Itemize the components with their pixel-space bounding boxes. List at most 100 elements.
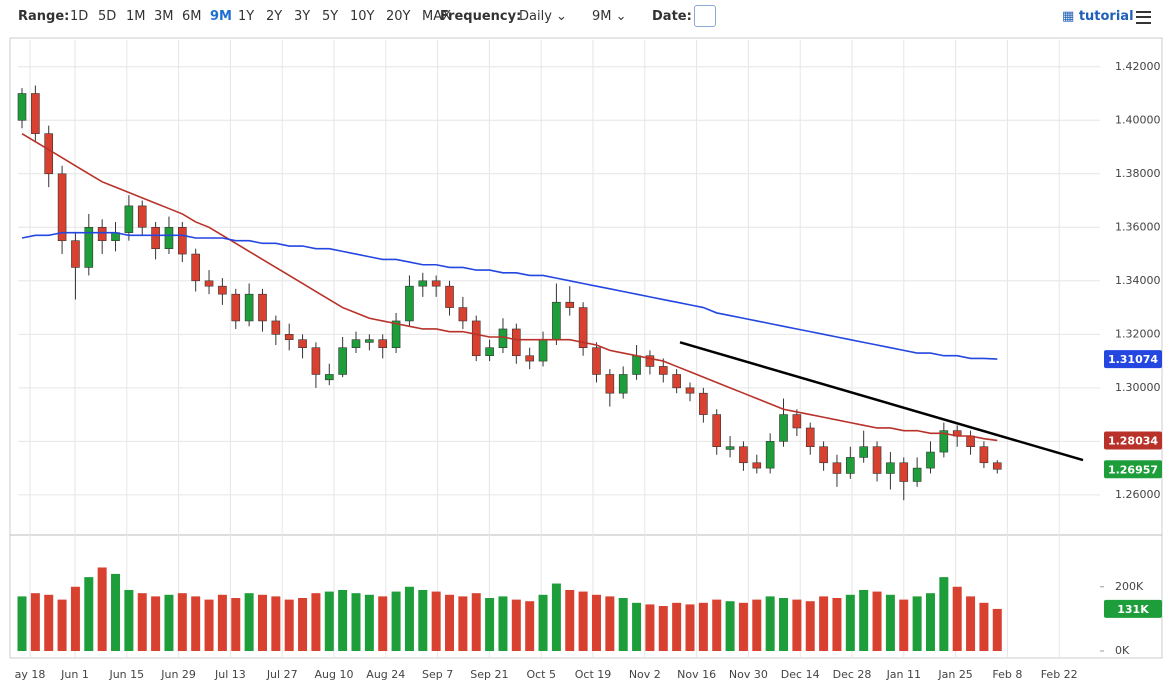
volume-bar (712, 599, 722, 651)
x-tick-label: Sep 7 (422, 668, 453, 681)
range-button[interactable]: 20Y (386, 9, 411, 24)
volume-bar (151, 596, 161, 651)
volume-bar (231, 598, 241, 651)
moving-average (21, 231, 998, 360)
range-button[interactable]: 5Y (322, 9, 339, 24)
volume-bar (899, 599, 909, 651)
y-tick-label: 1.34000 (1115, 274, 1161, 287)
y-tick-label: 1.40000 (1115, 113, 1161, 126)
trendline (679, 341, 1084, 462)
candle-body (431, 280, 441, 287)
x-tick-label: Aug 10 (315, 668, 354, 681)
value-tag (1104, 460, 1162, 479)
toolbar: Range: 1D 5D 1M 3M 6M 9M 1Y 2Y 3Y 5Y 10Y 20Y MAX Fre… (0, 0, 1163, 36)
volume-bar (97, 567, 107, 651)
candle-body (405, 285, 414, 322)
x-tick-label: Dec 14 (781, 668, 820, 681)
candle-body (632, 355, 641, 375)
candle-body (886, 462, 895, 474)
candle-body (939, 430, 949, 453)
candle-body (578, 307, 588, 349)
range-button[interactable]: 1M (126, 9, 146, 24)
menu-button[interactable] (1136, 11, 1151, 24)
volume-bar (458, 596, 468, 651)
candle-body (311, 347, 321, 375)
range-button[interactable]: 2Y (266, 9, 283, 24)
frequency-select[interactable]: Daily ⌄ (519, 9, 567, 24)
volume-bar (752, 599, 762, 651)
volume-bar (605, 596, 615, 651)
date-label: Date: (652, 9, 692, 24)
candle-body (191, 253, 200, 282)
candle-body (445, 285, 454, 308)
candle-body (739, 446, 748, 464)
y-tick-label: 1.38000 (1115, 167, 1161, 180)
range-button[interactable]: 10Y (350, 9, 375, 24)
volume-bar (725, 601, 735, 651)
range-button[interactable]: 1D (70, 9, 89, 24)
range-button[interactable]: 1Y (238, 9, 255, 24)
volume-bar (979, 602, 989, 651)
candle-body (859, 446, 868, 458)
candle-body (872, 446, 882, 474)
value-tag (1104, 431, 1162, 450)
candle-body (752, 462, 762, 469)
y-tick-label: 1.30000 (1115, 381, 1161, 394)
candle-body (218, 285, 227, 295)
candle-body (324, 374, 334, 381)
volume-bar (779, 598, 789, 651)
range-button[interactable]: 3M (154, 9, 174, 24)
volume-bar (351, 593, 361, 651)
volume-bar (525, 601, 535, 651)
candle-body (44, 133, 54, 175)
volume-bar (378, 596, 388, 651)
candle-body (204, 280, 214, 287)
volume-bar (445, 594, 455, 651)
x-tick-label: ay 18 (15, 668, 46, 681)
candle-body (84, 226, 94, 268)
candle-body (271, 320, 281, 335)
volume-bar (431, 591, 441, 651)
range-button[interactable]: MAX (422, 9, 452, 24)
x-tick-label: Nov 16 (677, 668, 716, 681)
y-tick-label: 1.32000 (1115, 327, 1161, 340)
volume-bar (30, 593, 40, 651)
range-button[interactable]: 3Y (294, 9, 311, 24)
candle-body (899, 462, 909, 482)
volume-bar (551, 583, 561, 651)
calendar-button[interactable] (694, 5, 716, 27)
candle-body (258, 293, 267, 322)
candle-body (97, 226, 107, 241)
candle-body (912, 467, 922, 482)
candle-body (832, 462, 842, 474)
candle-body (979, 446, 989, 464)
volume-bar (859, 589, 869, 651)
volume-bar (471, 593, 481, 651)
period-select[interactable]: 9M ⌄ (592, 9, 627, 24)
volume-bar (565, 589, 575, 651)
candle-body (458, 307, 468, 322)
moving-average (21, 132, 998, 442)
volume-bar (404, 586, 414, 651)
tutorial-link[interactable]: ▦ tutorial (1062, 9, 1134, 24)
volume-bar (391, 591, 401, 651)
volume-bar (111, 573, 121, 651)
volume-bar (966, 596, 976, 651)
candle-body (765, 441, 775, 469)
range-button[interactable]: 5D (98, 9, 117, 24)
volume-bar (672, 602, 682, 651)
range-button[interactable]: 6M (182, 9, 202, 24)
volume-bar (204, 599, 214, 651)
candle-body (164, 226, 174, 250)
volume-bar (658, 606, 668, 651)
volume-bar (685, 604, 695, 651)
x-tick-label: Jul 27 (266, 668, 298, 681)
x-tick-label: Jan 11 (886, 668, 921, 681)
candle-body (725, 446, 735, 450)
volume-bar (511, 599, 521, 651)
range-button[interactable]: 9M (210, 9, 232, 24)
volume-bar (925, 593, 935, 651)
volume-bar (885, 594, 895, 651)
